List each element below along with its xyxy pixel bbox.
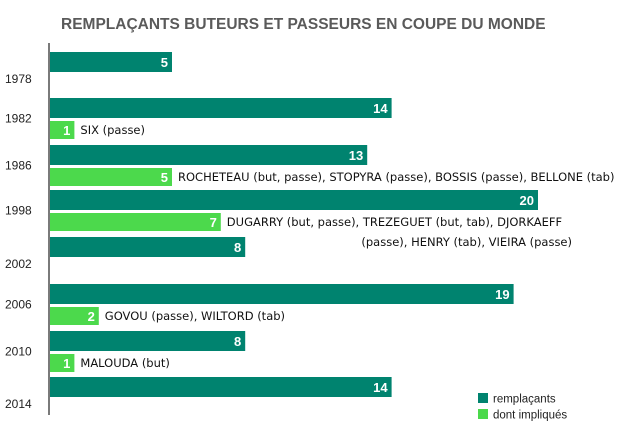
bar-annotation: DUGARRY (but, passe), TREZEGUET (but, ta… — [227, 215, 562, 229]
legend-swatch-remplacants — [478, 393, 488, 403]
bar-remplacants — [50, 377, 392, 397]
bar-value-impliques: 1 — [63, 123, 70, 138]
legend-label-impliques: dont impliqués — [493, 410, 567, 422]
legend: remplaçants dont impliqués — [478, 393, 567, 422]
bar-value-impliques: 2 — [88, 309, 95, 324]
bar-annotation: GOVOU (passe), WILTORD (tab) — [105, 309, 285, 323]
year-label: 2010 — [5, 345, 32, 359]
bar-value-remplacants: 5 — [161, 55, 168, 70]
bar-impliques — [50, 121, 75, 139]
bar-remplacants — [50, 52, 172, 72]
bar-value-remplacants: 13 — [349, 148, 363, 163]
legend-label-remplacants: remplaçants — [493, 394, 556, 406]
bar-impliques — [50, 307, 99, 325]
bar-value-remplacants: 14 — [373, 101, 388, 116]
bar-value-remplacants: 8 — [234, 240, 241, 255]
bar-value-remplacants: 14 — [373, 380, 388, 395]
year-label: 1978 — [5, 72, 32, 86]
bar-value-remplacants: 20 — [520, 193, 534, 208]
year-label: 1998 — [5, 204, 32, 218]
bar-annotation: MALOUDA (but) — [80, 356, 170, 370]
year-label: 1982 — [5, 112, 32, 126]
bar-annotation: SIX (passe) — [80, 123, 145, 137]
bar-value-remplacants: 8 — [234, 334, 241, 349]
bar-annotation: (passe), HENRY (tab), VIEIRA (passe) — [361, 235, 572, 249]
bar-impliques — [50, 168, 172, 186]
bar-remplacants — [50, 145, 368, 165]
bar-value-remplacants: 19 — [495, 287, 509, 302]
bar-remplacants — [50, 331, 246, 351]
legend-swatch-impliques — [478, 409, 488, 419]
bar-remplacants — [50, 237, 246, 257]
year-label: 2014 — [5, 397, 32, 411]
bar-value-impliques: 5 — [161, 170, 168, 185]
bar-remplacants — [50, 190, 538, 210]
year-label: 1986 — [5, 159, 32, 173]
chart-title: REMPLAÇANTS BUTEURS ET PASSEURS EN COUPE… — [61, 16, 546, 33]
bar-value-impliques: 7 — [210, 215, 217, 230]
bar-impliques — [50, 213, 221, 231]
bar-remplacants — [50, 284, 514, 304]
year-label: 2002 — [5, 257, 32, 271]
year-label: 2006 — [5, 298, 32, 312]
bar-impliques — [50, 354, 75, 372]
bar-annotation: ROCHETEAU (but, passe), STOPYRA (passe),… — [178, 170, 614, 184]
bar-value-impliques: 1 — [63, 356, 70, 371]
bar-remplacants — [50, 98, 392, 118]
